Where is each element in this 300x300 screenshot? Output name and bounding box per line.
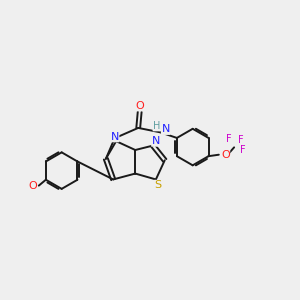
Text: N: N <box>110 132 119 142</box>
Text: O: O <box>28 181 37 190</box>
Text: S: S <box>154 180 161 190</box>
Text: H: H <box>153 121 160 131</box>
Text: O: O <box>135 101 144 111</box>
Text: O: O <box>221 150 230 160</box>
Text: N: N <box>152 136 160 146</box>
Text: F: F <box>240 145 245 155</box>
Text: F: F <box>238 135 243 145</box>
Text: N: N <box>161 124 170 134</box>
Text: F: F <box>226 134 232 144</box>
